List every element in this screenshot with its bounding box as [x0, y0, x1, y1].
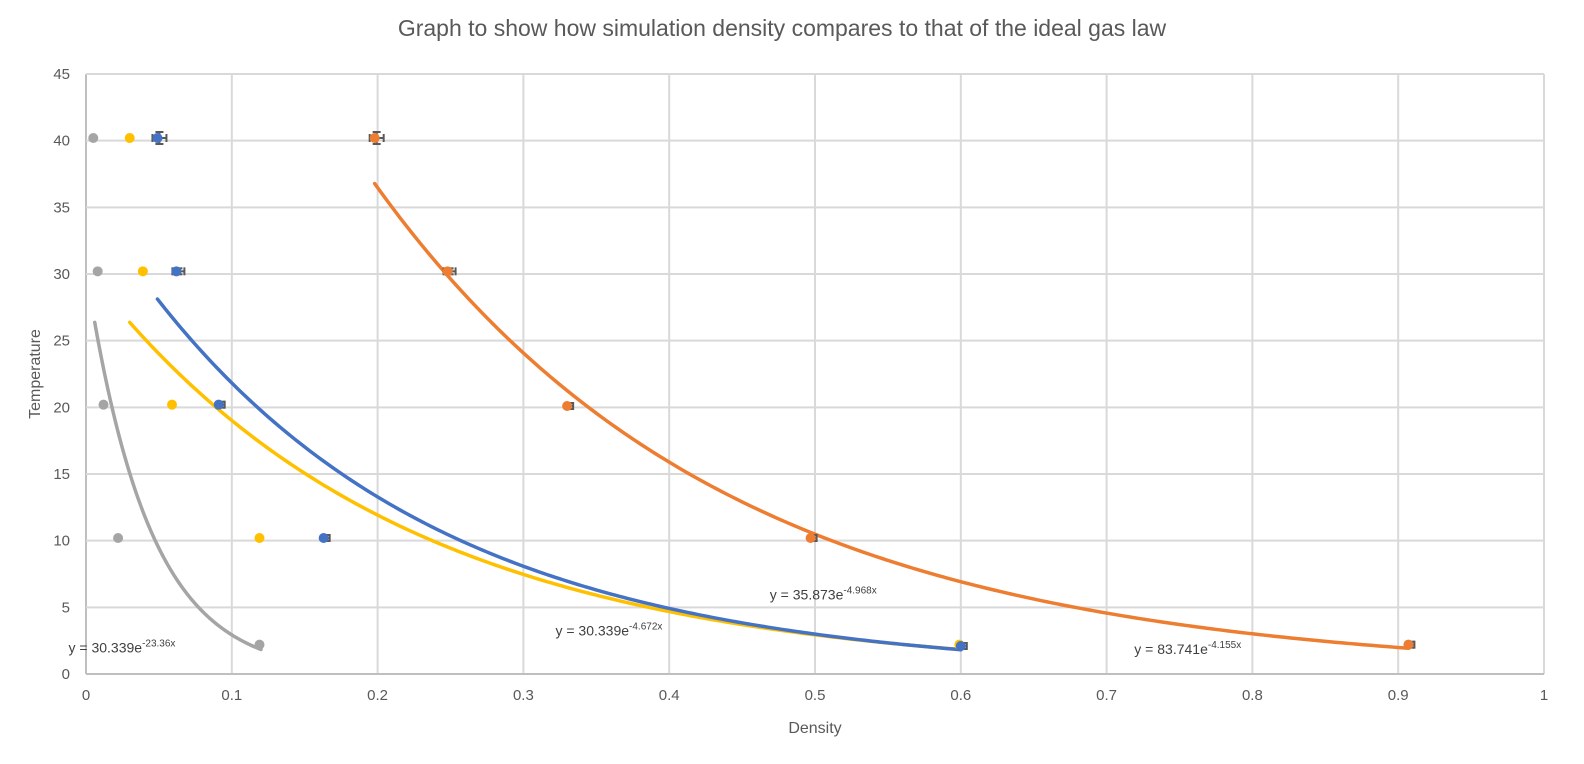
x-axis-label: Density: [788, 720, 841, 737]
y-tick-label: 40: [53, 133, 70, 150]
orange-trendline-equation: y = 83.741e-4.155x: [1134, 640, 1241, 657]
orange-data-point: [562, 401, 573, 411]
x-tick-label: 0.6: [950, 687, 971, 704]
x-tick-label: 0.3: [513, 687, 534, 704]
blue-data-point: [955, 641, 966, 651]
yellow-data-point: [254, 533, 265, 543]
grey-data-point: [254, 639, 265, 650]
equation-exponent: -4.672x: [629, 621, 662, 632]
error-bars: [151, 131, 1416, 650]
blue-data-point: [213, 399, 224, 410]
y-tick-label: 5: [62, 599, 70, 616]
x-tick-label: 0.4: [659, 687, 680, 704]
grey-data-point: [88, 133, 99, 143]
equation-base: y = 83.741e: [1134, 641, 1208, 657]
x-tick-label: 0.7: [1096, 687, 1117, 704]
y-tick-label: 0: [62, 666, 70, 683]
blue-trendline: [155, 297, 963, 652]
grey-data-point: [113, 533, 124, 543]
equation-exponent: -4.968x: [843, 585, 876, 596]
x-tick-label: 0.8: [1242, 687, 1263, 704]
orange-trendline: [372, 181, 1411, 650]
y-tick-label: 45: [53, 66, 70, 83]
x-tick-label: 0.2: [367, 687, 388, 704]
orange-data-point: [369, 133, 380, 143]
chart-title: Graph to show how simulation density com…: [398, 15, 1167, 41]
data-points: [88, 133, 1414, 651]
x-tick-label: 1: [1540, 687, 1548, 704]
x-tick-label: 0.9: [1388, 687, 1409, 704]
blue-data-point: [318, 533, 329, 543]
yellow-data-point: [124, 133, 135, 143]
y-tick-label: 10: [53, 533, 70, 550]
grey-trendline: [93, 320, 263, 652]
yellow-data-point: [137, 266, 148, 277]
y-axis-label: Temperature: [27, 329, 44, 419]
y-tick-label: 25: [53, 333, 70, 350]
trendlines: [93, 181, 1411, 652]
x-tick-label: 0.1: [221, 687, 242, 704]
yellow-trendline-equation: y = 30.339e-4.672x: [555, 621, 662, 638]
y-tick-label: 30: [53, 266, 70, 283]
x-tick-label: 0: [82, 687, 90, 704]
equation-base: y = 30.339e: [69, 640, 143, 656]
equation-base: y = 30.339e: [555, 622, 629, 638]
tick-labels: 0 0.1 0.2 0.3 0.4 0.5 0.6 0.7 0.8 0.9 105101520253…: [53, 66, 1548, 704]
grey-data-point: [92, 266, 103, 277]
blue-data-point: [171, 266, 182, 277]
grey-trendline-equation: y = 30.339e-23.36x: [69, 639, 176, 656]
blue-trendline-equation: y = 35.873e-4.968x: [770, 585, 877, 602]
y-tick-label: 35: [53, 199, 70, 216]
gridlines: [85, 73, 1545, 675]
y-tick-label: 15: [53, 466, 70, 483]
grey-data-point: [98, 399, 109, 410]
y-tick-label: 20: [53, 399, 70, 416]
orange-data-point: [805, 533, 816, 543]
blue-data-point: [152, 133, 163, 143]
yellow-data-point: [167, 399, 178, 410]
equation-exponent: -23.36x: [142, 639, 175, 650]
orange-data-point: [1403, 639, 1414, 650]
equation-base: y = 35.873e: [770, 586, 844, 602]
equation-exponent: -4.155x: [1208, 640, 1241, 651]
orange-data-point: [442, 266, 453, 277]
x-tick-label: 0.5: [805, 687, 826, 704]
